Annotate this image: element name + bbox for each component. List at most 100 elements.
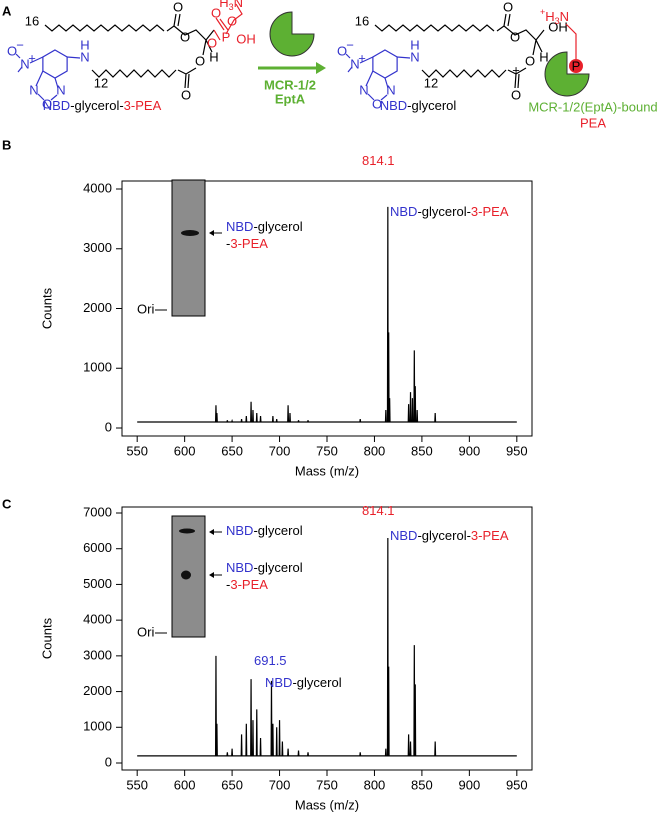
charge: + xyxy=(28,50,36,65)
x-tick-label: 800 xyxy=(364,777,386,792)
tlc-label: -3-PEA xyxy=(226,577,268,592)
tlc-arrow-head xyxy=(209,572,214,578)
atom: O xyxy=(211,5,221,20)
text-part: -glycerol xyxy=(253,219,302,234)
text-part: NBD xyxy=(226,560,253,575)
text-part: -glycerol xyxy=(292,675,341,690)
x-tick-label: 850 xyxy=(411,777,433,792)
stereo-h: H xyxy=(209,49,218,64)
x-tick-label: 600 xyxy=(174,443,196,458)
nbd-ring xyxy=(372,49,398,79)
text-part: 3-PEA xyxy=(471,528,509,543)
charge: − xyxy=(16,37,24,52)
panel-label: A xyxy=(2,3,12,18)
y-tick-label: 3000 xyxy=(83,240,112,255)
x-tick-label: 550 xyxy=(126,777,148,792)
stereo-h: H xyxy=(539,49,548,64)
spectrum xyxy=(137,537,517,757)
product-name: MCR-1/2(EptA)-bound xyxy=(528,99,657,114)
atom: N xyxy=(234,0,243,10)
nbd-ring xyxy=(42,49,68,79)
text-part: NBD xyxy=(226,523,253,538)
text-part: - xyxy=(226,577,230,592)
y-tick-label: 0 xyxy=(105,419,112,434)
acyl-chain xyxy=(44,24,165,32)
atom: P xyxy=(222,29,231,44)
atom: O xyxy=(7,43,17,58)
y-tick-label: 6000 xyxy=(83,540,112,555)
product-name: PEA xyxy=(580,115,606,130)
phosphate-bond xyxy=(213,3,243,41)
compound-name: NBD-glycerol-3-PEA xyxy=(43,98,162,113)
tlc-label: NBD-glycerol xyxy=(226,219,303,234)
y-axis-label: Counts xyxy=(39,287,54,329)
atom: H xyxy=(545,9,554,24)
plus: + xyxy=(512,62,520,77)
x-tick-label: 850 xyxy=(411,443,433,458)
text-part: - xyxy=(226,236,230,251)
charge: + xyxy=(358,50,366,65)
label: O xyxy=(510,29,520,44)
y-tick-label: 3000 xyxy=(83,647,112,662)
atom: N xyxy=(410,49,419,64)
amine-bond xyxy=(67,56,81,59)
tlc-spot xyxy=(181,230,199,236)
y-tick-label: 4000 xyxy=(83,612,112,627)
atom: H xyxy=(410,37,419,52)
y-tick-label: 4000 xyxy=(83,180,112,195)
hydroxyl: OH xyxy=(548,19,568,34)
text-part: 3-PEA xyxy=(124,98,162,113)
text-part: -glycerol xyxy=(407,98,456,113)
y-axis-label: Counts xyxy=(39,617,54,659)
x-tick-label: 700 xyxy=(269,443,291,458)
enzyme-label: EptA xyxy=(275,91,306,106)
amine: +H3N xyxy=(214,0,243,12)
y-tick-label: 1000 xyxy=(83,719,112,734)
acyl-chain xyxy=(91,69,177,78)
atom: N xyxy=(29,82,38,97)
x-tick-label: 750 xyxy=(316,777,338,792)
x-tick-label: 750 xyxy=(316,443,338,458)
charge: + xyxy=(540,7,545,17)
label: O xyxy=(173,0,183,14)
chain-length: 12 xyxy=(424,75,438,90)
x-tick-label: 700 xyxy=(269,777,291,792)
nitro xyxy=(345,53,374,73)
spectrum xyxy=(137,206,517,423)
y-tick-label: 7000 xyxy=(83,504,112,519)
text-part: NBD xyxy=(265,675,292,690)
text-part: -glycerol- xyxy=(417,204,470,219)
text-part: NBD xyxy=(380,98,407,113)
label: O xyxy=(525,53,535,68)
charge: + xyxy=(214,0,219,3)
tlc-spot xyxy=(179,528,195,534)
atom: O xyxy=(372,96,382,111)
x-tick-label: 600 xyxy=(174,777,196,792)
chain-length: 16 xyxy=(25,13,39,28)
y-tick-label: 2000 xyxy=(83,683,112,698)
atom: P xyxy=(572,58,581,73)
atom: O xyxy=(207,35,217,50)
y-tick-label: 2000 xyxy=(83,300,112,315)
glycerol-backbone xyxy=(166,13,215,89)
text-part: -glycerol- xyxy=(70,98,123,113)
peak-annotation: NBD-glycerol-3-PEA xyxy=(390,528,509,543)
tlc-label: -3-PEA xyxy=(226,236,268,251)
atom: N xyxy=(386,82,395,97)
amine: +H3N xyxy=(540,7,569,26)
y-tick-label: 0 xyxy=(105,754,112,769)
peak-annotation: 691.5 xyxy=(254,653,287,668)
text-part: 814.1 xyxy=(362,503,395,518)
tlc-label: NBD-glycerol xyxy=(226,560,303,575)
pea-bond xyxy=(565,23,577,59)
label: O xyxy=(181,87,191,102)
tlc-arrow-head xyxy=(209,230,214,236)
text-part: 3-PEA xyxy=(471,204,509,219)
text-part: 3-PEA xyxy=(230,577,268,592)
text-part: NBD xyxy=(390,204,417,219)
atom: O xyxy=(337,43,347,58)
atom: N xyxy=(350,56,359,71)
peak-annotation: NBD-glycerol-3-PEA xyxy=(390,204,509,219)
arrow-head xyxy=(316,62,326,74)
